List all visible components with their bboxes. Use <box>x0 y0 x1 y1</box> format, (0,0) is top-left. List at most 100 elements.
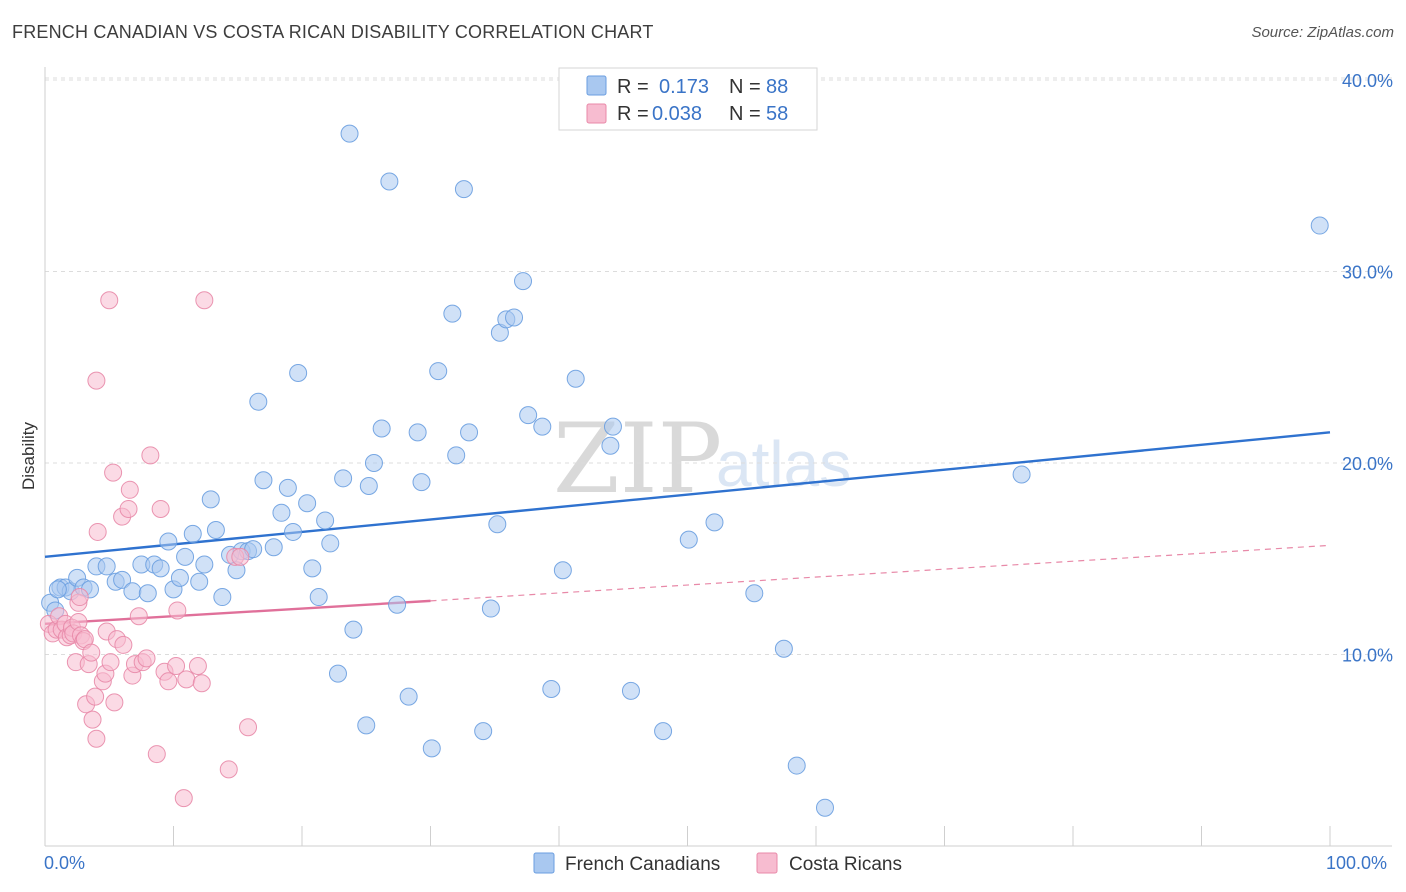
point-costa-ricans-41 <box>137 649 156 668</box>
point-french-canadians-21 <box>183 524 202 543</box>
x-tick-label-min: 0.0% <box>44 853 85 873</box>
trend-line-costa-ricans <box>44 599 431 626</box>
point-costa-ricans-46 <box>159 672 178 691</box>
gridlines <box>45 77 1392 655</box>
point-french-canadians-23 <box>195 555 214 574</box>
point-costa-ricans-13 <box>70 588 89 607</box>
bottom-legend-label-costa-ricans: Costa Ricans <box>789 854 902 875</box>
point-french-canadians-25 <box>206 521 225 540</box>
point-costa-ricans-22 <box>88 522 107 541</box>
point-french-canadians-56 <box>412 473 431 492</box>
y-axis-title: Disability <box>19 421 38 490</box>
point-french-canadians-69 <box>514 272 533 291</box>
point-french-canadians-46 <box>340 124 359 143</box>
point-french-canadians-70 <box>519 406 538 425</box>
point-french-canadians-36 <box>278 478 297 497</box>
point-french-canadians-74 <box>566 369 585 388</box>
point-costa-ricans-35 <box>119 499 138 518</box>
point-french-canadians-60 <box>454 180 473 199</box>
point-french-canadians-40 <box>303 559 322 578</box>
y-tick-label-20: 20.0% <box>1342 454 1393 474</box>
axes <box>44 67 1392 847</box>
point-costa-ricans-19 <box>82 643 101 662</box>
point-costa-ricans-28 <box>100 291 119 310</box>
point-french-canadians-79 <box>679 530 698 549</box>
point-french-canadians-65 <box>488 515 507 534</box>
point-french-canadians-39 <box>298 494 317 513</box>
point-french-canadians-12 <box>123 582 142 601</box>
point-french-canadians-76 <box>601 436 620 455</box>
point-french-canadians-73 <box>553 561 572 580</box>
point-costa-ricans-36 <box>120 480 139 499</box>
point-french-canadians-83 <box>787 756 806 775</box>
point-french-canadians-22 <box>190 572 209 591</box>
point-french-canadians-80 <box>705 513 724 532</box>
point-french-canadians-26 <box>213 588 232 607</box>
bottom-legend-swatch-french-canadians <box>533 852 555 874</box>
point-costa-ricans-48 <box>168 601 187 620</box>
point-french-canadians-64 <box>481 599 500 618</box>
point-french-canadians-49 <box>359 476 378 495</box>
point-french-canadians-53 <box>388 595 407 614</box>
point-costa-ricans-20 <box>83 710 102 729</box>
point-french-canadians-82 <box>774 639 793 658</box>
point-french-canadians-16 <box>151 559 170 578</box>
watermark: ZIP atlas <box>553 403 851 515</box>
trend-lines <box>44 431 1331 626</box>
point-costa-ricans-30 <box>104 463 123 482</box>
point-costa-ricans-21 <box>86 687 105 706</box>
point-costa-ricans-42 <box>141 446 160 465</box>
point-french-canadians-58 <box>429 362 448 381</box>
point-french-canadians-63 <box>474 722 493 741</box>
point-french-canadians-72 <box>542 679 561 698</box>
point-french-canadians-51 <box>372 419 391 438</box>
point-french-canadians-77 <box>621 681 640 700</box>
point-french-canadians-41 <box>309 588 328 607</box>
point-french-canadians-54 <box>399 687 418 706</box>
point-costa-ricans-39 <box>129 607 148 626</box>
point-french-canadians-38 <box>289 363 308 382</box>
point-costa-ricans-57 <box>192 674 211 693</box>
point-french-canadians-37 <box>284 522 303 541</box>
legend-swatch-french-canadians <box>586 75 607 96</box>
legend-r-label-1: R = <box>617 76 649 98</box>
point-french-canadians-42 <box>316 511 335 530</box>
point-french-canadians-11 <box>113 570 132 589</box>
bottom-legend-label-french-canadians: French Canadians <box>565 854 720 875</box>
point-french-canadians-20 <box>176 547 195 566</box>
point-french-canadians-86 <box>1310 216 1329 235</box>
point-french-canadians-44 <box>328 664 347 683</box>
y-tick-labels: 10.0% 20.0% 30.0% 40.0% <box>1342 71 1393 666</box>
point-french-canadians-14 <box>138 584 157 603</box>
point-costa-ricans-49 <box>174 789 193 808</box>
point-french-canadians-45 <box>334 469 353 488</box>
point-costa-ricans-23 <box>87 729 106 748</box>
point-french-canadians-24 <box>201 490 220 509</box>
legend-swatch-costa-ricans <box>586 103 607 124</box>
point-french-canadians-52 <box>380 172 399 191</box>
point-costa-ricans-50 <box>177 670 196 689</box>
point-costa-ricans-29 <box>101 653 120 672</box>
point-costa-ricans-47 <box>167 656 186 675</box>
point-french-canadians-17 <box>159 532 178 551</box>
source-credit: Source: ZipAtlas.com <box>1251 24 1394 41</box>
point-costa-ricans-55 <box>239 718 258 737</box>
point-french-canadians-85 <box>1012 465 1031 484</box>
point-french-canadians-32 <box>249 392 268 411</box>
y-tick-label-30: 30.0% <box>1342 263 1393 283</box>
point-french-canadians-59 <box>447 446 466 465</box>
point-french-canadians-62 <box>443 304 462 323</box>
y-tick-label-40: 40.0% <box>1342 71 1393 91</box>
point-costa-ricans-31 <box>105 693 124 712</box>
data-points <box>39 124 1329 817</box>
point-french-canadians-68 <box>505 308 524 327</box>
point-costa-ricans-56 <box>219 760 238 779</box>
point-french-canadians-34 <box>264 538 283 557</box>
point-french-canadians-33 <box>254 471 273 490</box>
watermark-atlas: atlas <box>716 428 851 500</box>
trend-line-french-canadians <box>44 431 1331 559</box>
bottom-legend: French Canadians Costa Ricans <box>533 852 902 875</box>
legend: R = 0.173 N = 88 R = 0.038 N = 58 <box>558 67 818 131</box>
x-tick-label-max: 100.0% <box>1326 853 1387 873</box>
